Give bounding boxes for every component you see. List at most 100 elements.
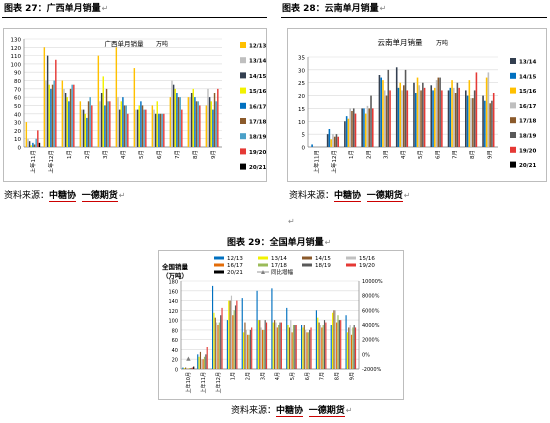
- y-tick-label: 120: [168, 309, 178, 315]
- bar-15-16-7: [156, 101, 158, 147]
- y-tick-label: 90: [14, 71, 21, 77]
- bar-16-17-6: [140, 101, 142, 147]
- legend-label: 19/20: [249, 150, 266, 156]
- national-chart-panel: 0 20 40 60 80 100 120 140 160 180 上年10月 上年11月 上年12月 1…: [158, 250, 404, 400]
- bar-15-16-3: [230, 295, 233, 369]
- legend-label: 15/16: [359, 256, 375, 262]
- y-tick-label: 140: [168, 299, 178, 305]
- y-tick-label: 160: [168, 289, 178, 295]
- y2-tick-label: 10000%: [362, 279, 383, 285]
- y-tick-label: 20: [172, 358, 178, 364]
- bar-15-16-0: [30, 145, 32, 147]
- legend-swatch-15-16: [510, 87, 516, 94]
- bar-19-20-8: [181, 109, 183, 147]
- bar-14-15-1: [199, 351, 202, 369]
- bar-19-20-0: [191, 367, 193, 369]
- legend-label: 16/17: [249, 104, 266, 110]
- bar-19-20-5: [265, 322, 268, 369]
- bar-15-16-1: [330, 139, 332, 147]
- legend-swatch-12-13: [240, 42, 246, 48]
- bar-13-14-7: [430, 85, 433, 147]
- bar-14-15-3: [363, 108, 365, 147]
- bar-19-20-6: [280, 322, 282, 369]
- x-tick-label: 6月: [434, 150, 441, 159]
- bar-12-13-8: [169, 97, 172, 147]
- legend-label: 13/14: [271, 256, 287, 262]
- bar-18-19-3: [89, 97, 91, 147]
- bar-13-14-1: [45, 80, 47, 147]
- bar-14-15-8: [449, 87, 452, 147]
- bar-14-15-7: [154, 113, 157, 147]
- bar-18-19-10: [491, 100, 493, 147]
- bar-13-14-1: [198, 356, 200, 369]
- legend-swatch-17-18: [240, 118, 246, 124]
- chart-title: 广西单月销量: [105, 39, 145, 48]
- y-tick-label: 30: [298, 68, 305, 74]
- bar-17-18-4: [248, 334, 250, 369]
- bar-14-15-7: [432, 90, 434, 147]
- x-tick-label: 2月: [365, 150, 372, 159]
- bar-15-16-3: [84, 113, 86, 147]
- bar-19-20-2: [73, 84, 75, 147]
- bar-14-15-2: [64, 93, 67, 147]
- y-tick-label: 15: [298, 107, 305, 113]
- y-tick-label: 50: [14, 104, 21, 110]
- legend-label: 17/18: [519, 119, 536, 125]
- legend-swatch-20-21: [214, 270, 224, 274]
- bar-13-14-2: [344, 121, 346, 147]
- bar-16-17-6: [276, 327, 278, 369]
- bar-13-14-4: [378, 75, 381, 147]
- bar-17-18-7: [159, 113, 162, 147]
- bar-17-18-6: [141, 105, 144, 147]
- legend-label: 13/14: [249, 59, 266, 65]
- bar-15-16-5: [399, 82, 402, 147]
- bar-15-16-8: [451, 80, 453, 147]
- legend-swatch-20-21: [240, 163, 246, 170]
- y2-tick-label: -2000%: [362, 367, 382, 373]
- x-tick-label: 2月: [84, 150, 91, 159]
- bar-16-17-10: [336, 322, 338, 369]
- bar-18-19-2: [71, 84, 73, 147]
- chart-title-unit: 万吨: [156, 40, 168, 48]
- bar-18-19-4: [107, 101, 109, 147]
- legend-label: 16/17: [519, 104, 536, 110]
- bar-18-19-4: [387, 69, 390, 147]
- line-point--0: [186, 356, 191, 361]
- bar-16-17-5: [261, 329, 264, 369]
- bar-19-20-5: [127, 113, 129, 147]
- bar-18-19-0: [35, 138, 37, 147]
- bar-16-17-7: [291, 332, 293, 369]
- bar-17-18-5: [263, 329, 265, 369]
- bar-17-18-7: [437, 77, 440, 147]
- bar-18-19-8: [179, 97, 181, 147]
- bar-13-14-5: [395, 67, 398, 147]
- bar-16-17-5: [122, 97, 124, 147]
- x-tick-label: 8月: [192, 150, 199, 159]
- bar-16-17-2: [349, 108, 351, 147]
- x-tick-label: 7月: [320, 372, 326, 380]
- y2-tick-label: 2000%: [362, 338, 380, 344]
- bar-17-18-4: [105, 88, 108, 147]
- bar-14-15-1: [328, 129, 331, 147]
- bar-12-13-8: [301, 325, 303, 369]
- bar-12-13-9: [187, 97, 190, 147]
- y-tick-label: 70: [14, 87, 21, 93]
- y-tick-label: 0: [302, 146, 306, 152]
- legend-swatch-14-15: [240, 72, 246, 79]
- x-tick-label: 9月: [349, 372, 355, 380]
- bar-17-18-1: [333, 136, 336, 147]
- bar-14-15-5: [118, 109, 121, 147]
- bar-18-19-3: [370, 95, 372, 147]
- legend-label: 17/18: [249, 120, 266, 126]
- legend-swatch-19-20: [240, 148, 246, 155]
- bar-13-14-10: [332, 312, 334, 369]
- bar-16-17-7: [435, 80, 438, 147]
- x-tick-label: 6月: [156, 150, 163, 159]
- x-tick-label: 4月: [275, 372, 281, 380]
- bar-16-17-4: [104, 105, 106, 147]
- bar-13-14-5: [117, 97, 119, 147]
- bar-17-18-10: [213, 93, 216, 147]
- x-tick-label: 1月: [231, 372, 237, 380]
- legend-label: 20/21: [227, 270, 243, 276]
- bar-14-15-5: [397, 87, 400, 147]
